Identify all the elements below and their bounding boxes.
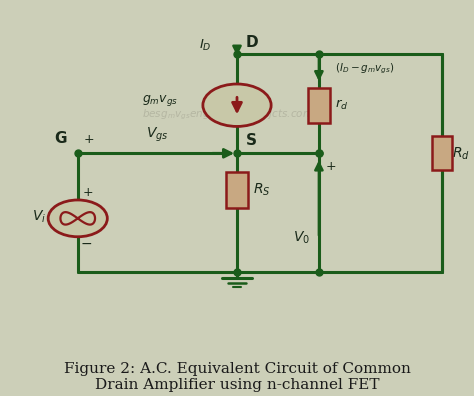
Text: +: + xyxy=(83,133,94,146)
Text: $I_D$: $I_D$ xyxy=(200,38,212,53)
Text: G: G xyxy=(54,131,66,146)
Text: $-$: $-$ xyxy=(80,236,92,250)
Text: besg$_m$v$_{gs}$engineeringprojcts.com: besg$_m$v$_{gs}$engineeringprojcts.com xyxy=(142,108,314,122)
Bar xyxy=(431,136,452,170)
Text: +: + xyxy=(326,160,337,173)
Text: $R_d$: $R_d$ xyxy=(452,145,470,162)
Text: $g_m v_{gs}$: $g_m v_{gs}$ xyxy=(142,93,178,109)
Circle shape xyxy=(203,84,271,126)
Text: $V_{gs}$: $V_{gs}$ xyxy=(146,126,169,144)
Text: D: D xyxy=(245,35,258,50)
Text: +: + xyxy=(82,187,93,200)
Text: Figure 2: A.C. Equivalent Circuit of Common
Drain Amplifier using n-channel FET: Figure 2: A.C. Equivalent Circuit of Com… xyxy=(64,362,410,392)
Text: $(I_D - g_m v_{gs})$: $(I_D - g_m v_{gs})$ xyxy=(335,61,394,76)
Text: $R_S$: $R_S$ xyxy=(253,182,271,198)
Text: $V_i$: $V_i$ xyxy=(32,209,46,225)
Bar xyxy=(308,88,330,123)
Text: S: S xyxy=(246,133,257,148)
Text: $V_0$: $V_0$ xyxy=(293,230,310,246)
Circle shape xyxy=(48,200,107,237)
Bar xyxy=(226,172,248,208)
Text: $r_d$: $r_d$ xyxy=(335,98,348,112)
